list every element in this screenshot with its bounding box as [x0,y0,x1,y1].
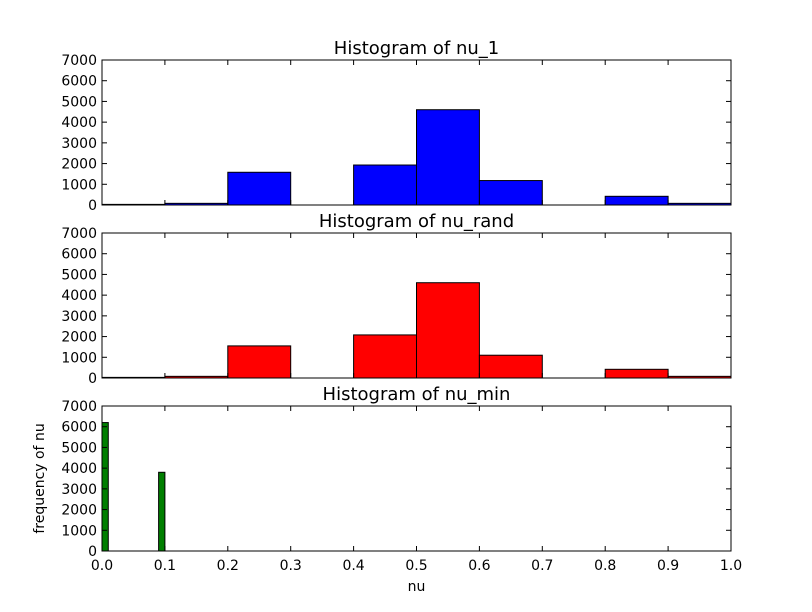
y-tick-label-2-0: 0 [88,371,97,387]
y-tick-label-3-6: 6000 [61,420,97,436]
histogram-bar-2-5 [353,334,418,379]
x-tick-label-4: 0.4 [342,558,364,574]
x-tick-label-0: 0.0 [91,558,113,574]
y-tick-label-3-3: 3000 [61,482,97,498]
histogram-bar-2-9 [604,368,669,379]
x-axis-label: nu [408,579,426,595]
histogram-bar-3-2 [158,471,166,552]
histogram-bar-1-7 [478,180,543,206]
axes-frame-3 [101,405,732,552]
y-tick-label-2-6: 6000 [61,247,97,263]
y-tick-label-1-6: 6000 [61,74,97,90]
x-tick-label-2: 0.2 [217,558,239,574]
x-tick-label-3: 0.3 [280,558,302,574]
y-tick-label-3-7: 7000 [61,399,97,415]
y-tick-label-2-5: 5000 [61,267,97,283]
x-tick-label-5: 0.5 [405,558,427,574]
y-tick-label-2-3: 3000 [61,309,97,325]
y-axis-label: frequency of nu [32,423,48,533]
y-tick-label-3-1: 1000 [61,523,97,539]
y-tick-label-2-7: 7000 [61,226,97,242]
y-tick-label-2-4: 4000 [61,288,97,304]
y-tick-label-1-5: 5000 [61,94,97,110]
y-tick-label-1-2: 2000 [61,157,97,173]
chart-title-2: Histogram of nu_rand [319,211,514,232]
y-tick-label-3-2: 2000 [61,503,97,519]
chart-title-1: Histogram of nu_1 [334,38,499,59]
y-tick-label-2-1: 1000 [61,350,97,366]
y-tick-label-3-5: 5000 [61,440,97,456]
y-tick-label-3-0: 0 [88,544,97,560]
histogram-bar-2-3 [227,345,292,379]
y-tick-label-1-4: 4000 [61,115,97,131]
y-tick-label-1-3: 3000 [61,136,97,152]
chart-title-3: Histogram of nu_min [323,384,511,405]
histogram-bar-3-1 [101,422,109,552]
histogram-bar-1-3 [227,171,292,206]
x-tick-label-10: 1.0 [720,558,742,574]
y-tick-label-1-1: 1000 [61,177,97,193]
histogram-bar-2-7 [478,354,543,379]
histogram-bar-2-6 [416,282,480,379]
y-tick-label-1-0: 0 [88,198,97,214]
x-tick-label-1: 0.1 [154,558,176,574]
histogram-bar-1-9 [604,195,669,206]
y-tick-label-2-2: 2000 [61,330,97,346]
y-tick-label-1-7: 7000 [61,53,97,69]
histogram-bar-1-6 [416,109,480,206]
x-tick-label-6: 0.6 [468,558,490,574]
y-tick-label-3-4: 4000 [61,461,97,477]
x-tick-label-7: 0.7 [531,558,553,574]
x-tick-label-8: 0.8 [594,558,616,574]
x-tick-label-9: 0.9 [657,558,679,574]
histogram-bar-1-5 [353,164,418,206]
